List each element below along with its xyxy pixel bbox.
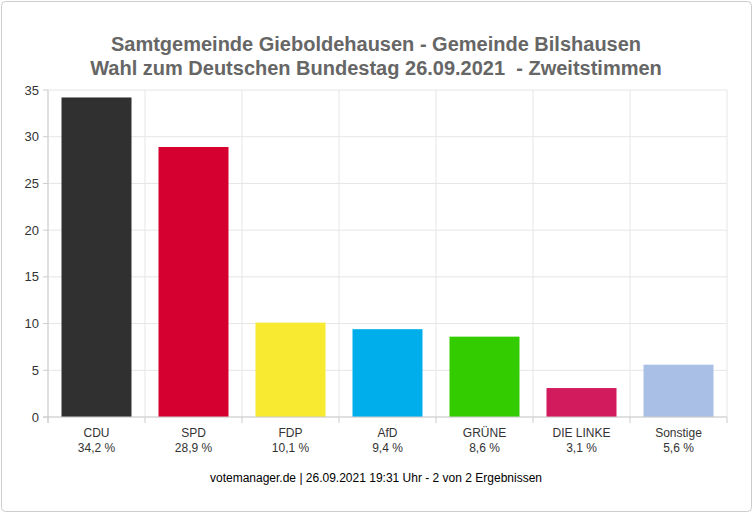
y-tick <box>43 417 48 418</box>
value-label: 10,1 % <box>272 441 310 455</box>
grid-line-vertical <box>436 90 437 417</box>
y-tick-label: 0 <box>32 410 39 425</box>
bar <box>547 388 617 417</box>
grid-line <box>48 230 727 231</box>
y-tick <box>43 183 48 184</box>
subtitle: Wahl zum Deutschen Bundestag 26.09.2021 … <box>90 57 662 79</box>
y-tick <box>43 370 48 371</box>
y-tick-label: 30 <box>25 129 39 144</box>
bars <box>62 97 714 417</box>
x-tick <box>630 417 631 423</box>
x-tick <box>727 417 728 423</box>
y-tick-label: 15 <box>25 269 39 284</box>
grid-line-vertical <box>145 90 146 417</box>
bar <box>450 337 520 417</box>
x-tick <box>242 417 243 423</box>
y-tick-label: 10 <box>25 316 39 331</box>
category-label: Sonstige <box>655 426 702 440</box>
category-label: SPD <box>181 426 206 440</box>
grid-line-vertical <box>630 90 631 417</box>
y-tick-label: 35 <box>25 83 39 98</box>
title: Samtgemeinde Gieboldehausen - Gemeinde B… <box>111 33 641 55</box>
category-label: CDU <box>84 426 110 440</box>
x-tick <box>48 417 49 423</box>
y-tick <box>43 136 48 137</box>
category-label: DIE LINKE <box>552 426 610 440</box>
x-tick <box>339 417 340 423</box>
value-label: 3,1 % <box>566 441 597 455</box>
labels: CDU34,2 % SPD28,9 % FDP10,1 % AfD9,4 % GRÜNE… <box>78 426 702 455</box>
value-label: 34,2 % <box>78 441 116 455</box>
y-axis <box>48 90 49 423</box>
x-axis <box>43 417 727 418</box>
grid-line <box>48 276 727 277</box>
y-tick-label: 20 <box>25 223 39 238</box>
chart: Samtgemeinde Gieboldehausen - Gemeinde B… <box>0 0 753 513</box>
y-tick <box>43 323 48 324</box>
y-tick <box>43 230 48 231</box>
grid <box>48 90 727 417</box>
x-tick <box>533 417 534 423</box>
bar <box>159 147 229 417</box>
value-label: 9,4 % <box>372 441 403 455</box>
x-tick <box>145 417 146 423</box>
grid-line <box>48 90 727 91</box>
footer: votemanager.de | 26.09.2021 19:31 Uhr - … <box>210 471 542 485</box>
grid-line-vertical <box>242 90 243 417</box>
category-label: GRÜNE <box>463 426 506 440</box>
y-tick-label: 25 <box>25 176 39 191</box>
value-label: 5,6 % <box>663 441 694 455</box>
category-label: AfD <box>377 426 397 440</box>
grid-line <box>48 183 727 184</box>
x-tick <box>436 417 437 423</box>
grid-line-vertical <box>727 90 728 417</box>
bar <box>256 323 326 417</box>
y-tick <box>43 276 48 277</box>
grid-line-vertical <box>339 90 340 417</box>
y-tick <box>43 90 48 91</box>
frame <box>2 2 752 512</box>
bar <box>62 97 132 417</box>
axes: 0 5 10 15 20 25 30 35 <box>25 83 727 425</box>
value-label: 28,9 % <box>175 441 213 455</box>
y-tick-label: 5 <box>32 363 39 378</box>
grid-line <box>48 323 727 324</box>
bar <box>353 329 423 417</box>
grid-line-vertical <box>533 90 534 417</box>
bar <box>644 365 714 417</box>
value-label: 8,6 % <box>469 441 500 455</box>
grid-line <box>48 136 727 137</box>
category-label: FDP <box>279 426 303 440</box>
